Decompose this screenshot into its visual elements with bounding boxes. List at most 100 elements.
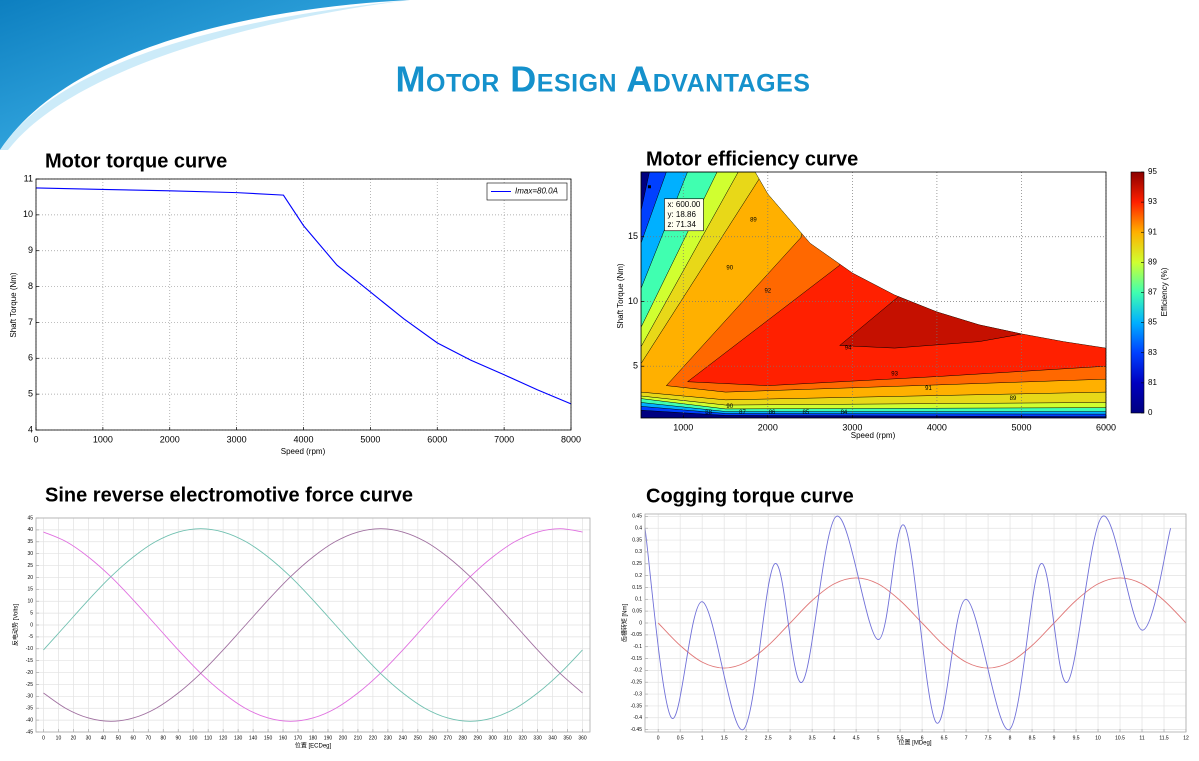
colorbar-tick-label: 93 [1148, 197, 1157, 206]
x-tick-label: 80 [160, 735, 166, 741]
datatip-box [664, 198, 704, 232]
datatip-marker [647, 185, 651, 189]
x-tick-label: 5000 [1011, 422, 1031, 432]
y-tick-label: -0.45 [631, 727, 643, 733]
x-tick-label: 7 [965, 735, 968, 741]
y-tick-label: 45 [27, 515, 33, 521]
contour-label: 89 [750, 217, 757, 223]
x-tick-label: 4.5 [853, 735, 860, 741]
line-series [657, 577, 1187, 669]
y-tick-label: 8 [28, 281, 33, 291]
y-tick-label: -20 [26, 670, 33, 676]
y-tick-label: 9 [28, 245, 33, 255]
y-axis-label: Shaft Torque (Nm) [616, 263, 625, 329]
y-tick-label: -0.4 [633, 715, 642, 721]
y-tick-label: 0.15 [632, 585, 642, 591]
y-tick-label: 0 [30, 622, 33, 628]
y-tick-label: 0.3 [635, 549, 642, 555]
chart-title: Motor efficiency curve [646, 148, 858, 170]
y-tick-label: -15 [26, 658, 33, 664]
colorbar-tick-label: 81 [1148, 378, 1157, 387]
x-tick-label: 4 [833, 735, 836, 741]
x-tick-label: 150 [264, 735, 273, 741]
y-tick-label: 0 [639, 620, 642, 626]
y-tick-label: 7 [28, 317, 33, 327]
y-tick-label: 11 [24, 173, 33, 183]
plot-area [36, 179, 571, 430]
x-tick-label: 7.5 [985, 735, 992, 741]
y-tick-label: 10 [628, 296, 638, 306]
x-tick-label: 300 [489, 735, 498, 741]
y-tick-label: 5 [633, 361, 638, 371]
x-tick-label: 8.5 [1029, 735, 1036, 741]
contour-label: 89 [1010, 396, 1017, 402]
x-tick-label: 6000 [427, 434, 447, 444]
x-tick-label: 50 [116, 735, 122, 741]
y-tick-label: -30 [26, 694, 33, 700]
y-axis-label: Shaft Torque (Nm) [9, 272, 18, 338]
x-tick-label: 8000 [561, 434, 581, 444]
x-tick-label: 290 [474, 735, 483, 741]
x-tick-label: 90 [175, 735, 181, 741]
contour-label: 90 [726, 265, 733, 271]
colorbar-tick-label: 85 [1148, 318, 1157, 327]
x-tick-label: 130 [234, 735, 243, 741]
y-tick-label: 30 [27, 551, 33, 557]
y-tick-label: -0.2 [633, 668, 642, 674]
chart: Sine reverse electromotive force curve 0 1… [12, 484, 591, 750]
line-series [43, 528, 583, 722]
x-tick-label: 230 [384, 735, 393, 741]
y-tick-label: -25 [26, 682, 33, 688]
plot-frame [640, 171, 1107, 419]
plot-frame [644, 513, 1187, 733]
plot-frame [35, 517, 591, 733]
x-tick-label: 10 [56, 735, 62, 741]
datatip-text: x: 600.00 [667, 200, 700, 209]
x-tick-label: 1.5 [721, 735, 728, 741]
x-tick-label: 360 [578, 735, 587, 741]
contour-label: 90 [726, 404, 733, 410]
x-tick-label: 280 [459, 735, 468, 741]
x-tick-label: 9 [1053, 735, 1056, 741]
y-tick-label: 20 [27, 575, 33, 581]
x-tick-label: 60 [131, 735, 137, 741]
y-tick-label: 15 [628, 231, 638, 241]
x-tick-label: 0 [33, 434, 38, 444]
x-tick-label: 190 [324, 735, 333, 741]
chart-title: Motor torque curve [45, 150, 227, 172]
x-tick-label: 20 [71, 735, 77, 741]
legend: Imax=80.0A [486, 182, 568, 201]
x-tick-label: 40 [101, 735, 107, 741]
x-tick-label: 200 [339, 735, 348, 741]
y-tick-label: 0.1 [635, 597, 642, 603]
y-tick-label: -5 [29, 634, 34, 640]
x-tick-label: 12 [1183, 735, 1189, 741]
plot-frame [35, 178, 572, 431]
x-tick-label: 140 [249, 735, 258, 741]
y-tick-label: -45 [26, 729, 33, 735]
y-tick-label: 0.35 [632, 537, 642, 543]
y-tick-label: 0.4 [635, 526, 642, 532]
chart-title: Sine reverse electromotive force curve [45, 484, 413, 506]
colorbar-tick-label: 95 [1148, 167, 1157, 176]
x-tick-label: 1 [701, 735, 704, 741]
y-tick-label: 10 [23, 209, 33, 219]
x-axis-label: Speed (rpm) [281, 447, 326, 456]
datatip-text: y: 18.86 [667, 210, 696, 219]
x-tick-label: 11.5 [1159, 735, 1169, 741]
x-tick-label: 250 [414, 735, 423, 741]
y-tick-label: 25 [27, 563, 33, 569]
x-tick-label: 100 [189, 735, 198, 741]
x-tick-label: 10.5 [1115, 735, 1125, 741]
envelope-line [641, 171, 1107, 349]
x-tick-label: 320 [518, 735, 527, 741]
y-tick-label: -0.1 [633, 644, 642, 650]
line-series [644, 515, 1172, 731]
contour-label: 93 [891, 372, 898, 378]
y-tick-label: 0.05 [632, 608, 642, 614]
x-tick-label: 350 [563, 735, 572, 741]
x-tick-label: 8 [1009, 735, 1012, 741]
x-tick-label: 260 [429, 735, 438, 741]
y-tick-label: -0.35 [631, 703, 643, 709]
